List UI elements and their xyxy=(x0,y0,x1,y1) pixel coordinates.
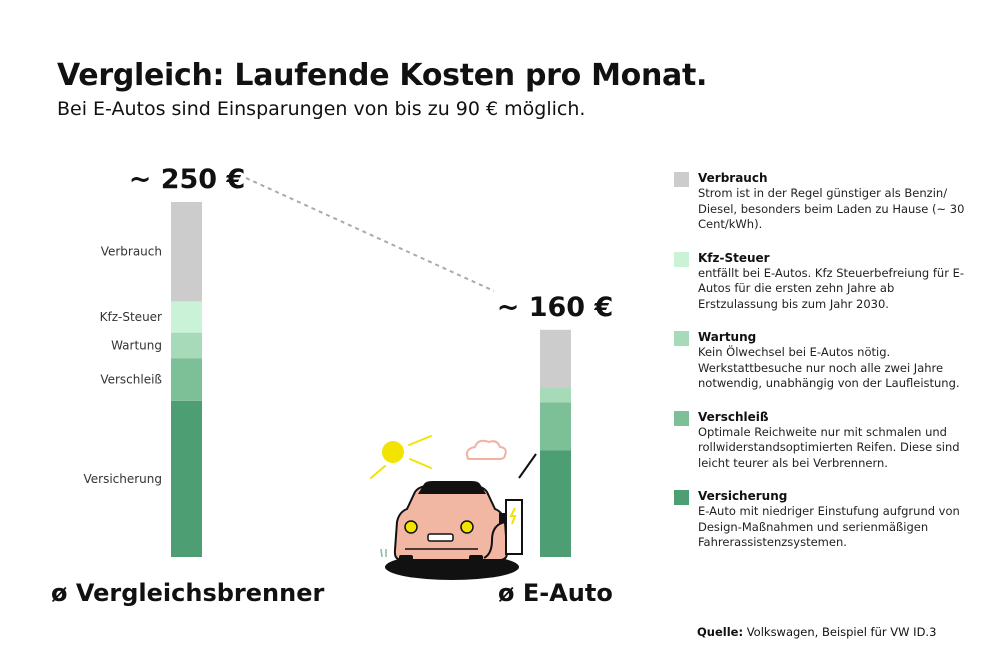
cloud-icon xyxy=(465,439,507,460)
legend-text: Optimale Reichweite nur mit schmalen und… xyxy=(698,424,960,470)
legend-swatch xyxy=(674,331,689,346)
segment-label-wartung: Wartung xyxy=(111,338,162,352)
bar-segment-verschleiß-eauto xyxy=(540,402,571,451)
legend-title: Verbrauch xyxy=(698,171,768,185)
category-label-eauto: ø E-Auto xyxy=(498,579,613,607)
bar-segment-kfz-steuer-verbrenner xyxy=(171,301,202,333)
electric-car-icon xyxy=(380,481,519,580)
source-label: Quelle: xyxy=(697,625,744,639)
legend-title: Versicherung xyxy=(698,489,788,503)
bar-segment-verbrauch-eauto xyxy=(540,329,571,389)
charging-station-icon xyxy=(483,453,537,559)
legend-title: Kfz-Steuer xyxy=(698,250,770,265)
legend-swatch xyxy=(674,410,689,426)
cost-chart: Versicherung Verschleiß Wartung Kfz-Steuer V… xyxy=(51,164,614,607)
bar-segment-versicherung-eauto xyxy=(540,450,571,557)
legend: Verbrauch Strom ist in der Regel günstige… xyxy=(674,171,974,569)
source-text: Volkswagen, Beispiel für VW ID.3 xyxy=(743,625,937,639)
sun-icon xyxy=(370,435,432,479)
legend-title: Verschleiß xyxy=(698,409,769,424)
legend-swatch xyxy=(674,490,689,505)
legend-text: Kein Ölwechsel bei E-Autos nötig. Werkst… xyxy=(698,345,960,390)
legend-item-verschleiß: Verschleiß Optimale Reichweite nur mit sc… xyxy=(674,410,974,472)
page-title: Vergleich: Laufende Kosten pro Monat. xyxy=(57,58,708,93)
legend-text: Strom ist in der Regel günstiger als Ben… xyxy=(698,186,965,231)
legend-swatch xyxy=(674,172,689,187)
segment-label-kfz-steuer: Kfz-Steuer xyxy=(100,310,162,324)
bar-segment-wartung-verbrenner xyxy=(171,332,202,359)
legend-item-versicherung: Versicherung E-Auto mit niedriger Einstuf… xyxy=(674,489,974,551)
legend-swatch xyxy=(674,251,689,267)
total-label-verbrenner: ~ 250 € xyxy=(129,164,246,195)
category-label-verbrenner: ø Vergleichsbrenner xyxy=(51,579,324,607)
legend-text: E-Auto mit niedriger Einstufung aufgrund… xyxy=(698,504,960,549)
legend-title: Wartung xyxy=(698,330,757,344)
legend-text: entfällt bei E-Autos. Kfz Steuerbefreiun… xyxy=(698,265,965,311)
segment-label-verbrauch: Verbrauch xyxy=(101,245,162,259)
legend-item-kfz-steuer: Kfz-Steuer entfällt bei E-Autos. Kfz Steu… xyxy=(674,251,974,313)
total-connector-line xyxy=(245,177,495,292)
legend-item-verbrauch: Verbrauch Strom ist in der Regel günstige… xyxy=(674,171,974,233)
segment-label-versicherung: Versicherung xyxy=(83,472,162,486)
source-note: Quelle: Volkswagen, Beispiel für VW ID.3 xyxy=(697,625,936,639)
legend-item-wartung: Wartung Kein Ölwechsel bei E-Autos nötig.… xyxy=(674,330,974,392)
bar-segment-verbrauch-verbrenner xyxy=(171,202,202,302)
page-subtitle: Bei E-Autos sind Einsparungen von bis zu… xyxy=(57,98,586,120)
segment-label-verschleiß: Verschleiß xyxy=(100,373,162,387)
bar-segment-versicherung-verbrenner xyxy=(171,400,202,557)
bar-segment-verschleiß-verbrenner xyxy=(171,358,202,401)
bar-segment-wartung-eauto xyxy=(540,388,571,403)
total-label-eauto: ~ 160 € xyxy=(497,292,614,323)
